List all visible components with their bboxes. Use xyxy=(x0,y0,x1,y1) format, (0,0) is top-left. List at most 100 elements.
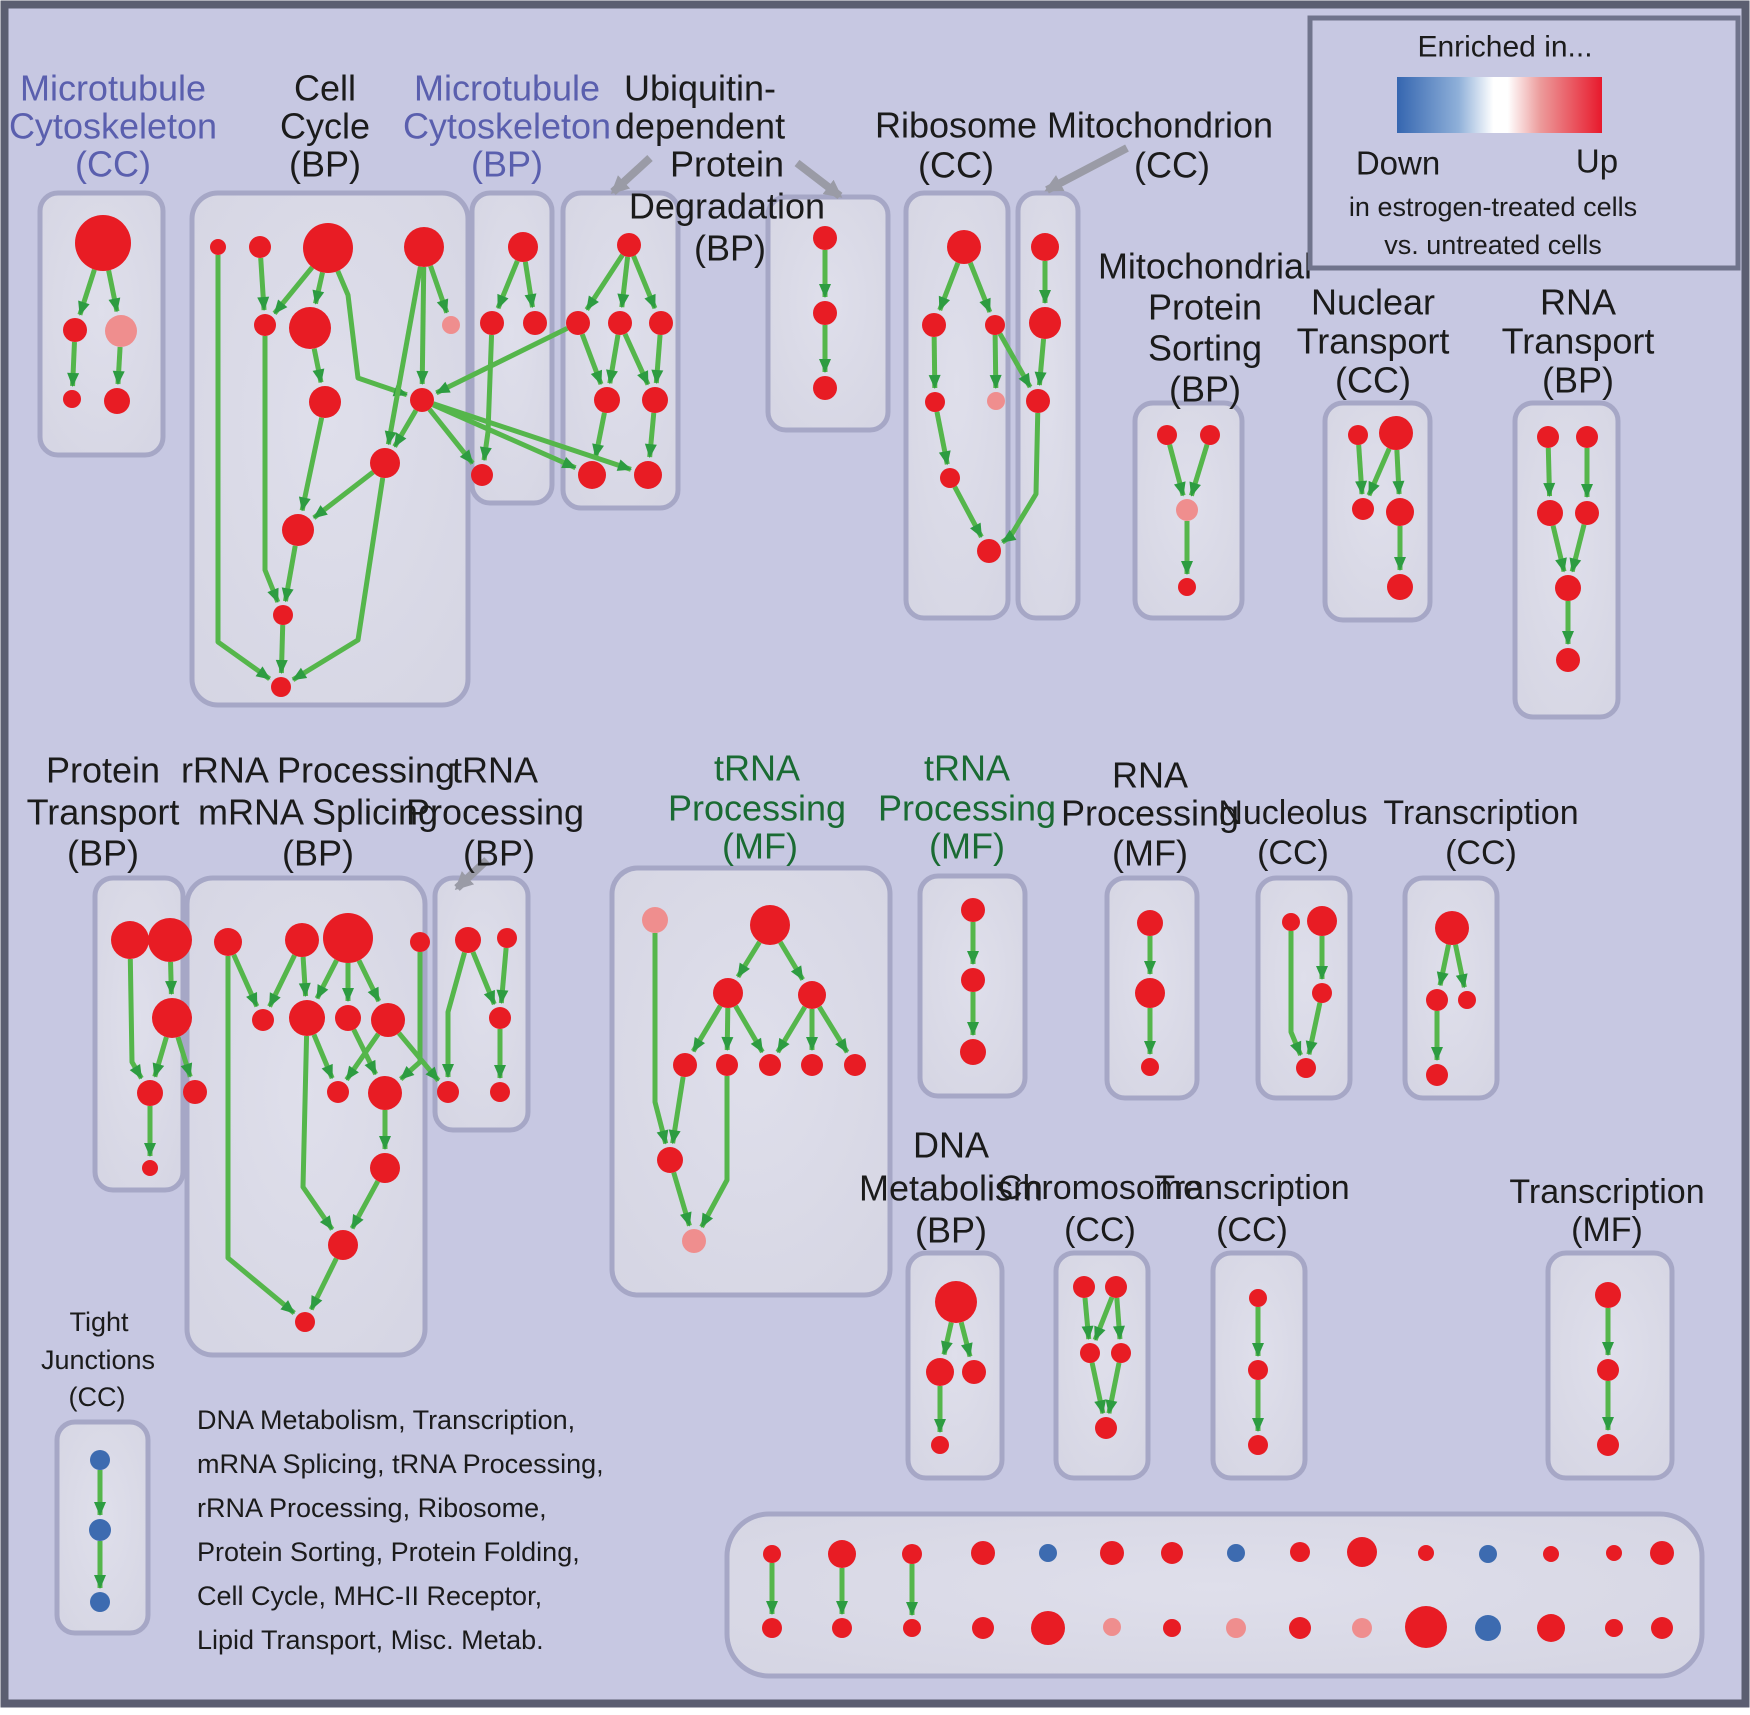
go-term-node-up xyxy=(801,1054,823,1076)
go-term-node-up xyxy=(1163,1619,1181,1637)
go-term-node-down xyxy=(1475,1615,1501,1641)
go-term-node-up xyxy=(271,677,291,697)
edge-mitochondrial-protein-sorting xyxy=(1189,443,1210,497)
misc-categories-text-line: Protein Sorting, Protein Folding, xyxy=(197,1537,580,1567)
go-term-node-up xyxy=(1135,978,1165,1008)
cluster-label-trna-processing-bp: (BP) xyxy=(463,833,535,874)
edge-rrna-mrna xyxy=(300,1035,335,1231)
edge-ubiquitin-degradation-1 xyxy=(651,334,664,385)
go-term-node-up xyxy=(370,1153,400,1183)
edge-chromosome xyxy=(1092,1296,1115,1341)
edge-cell-cycle xyxy=(272,265,315,315)
go-term-node-up xyxy=(940,468,960,488)
cluster-label-trna-processing-mf-small: tRNA xyxy=(924,748,1010,789)
cluster-label-microtubule-cytoskeleton-cc: Cytoskeleton xyxy=(9,106,217,147)
cluster-label-trna-processing-mf-small: Processing xyxy=(878,788,1056,829)
legend-box xyxy=(1307,15,1741,271)
go-term-node-weak-up xyxy=(1176,499,1198,521)
label-pointer-arrow xyxy=(610,155,653,195)
cluster-label-transcription-cc-mid: Transcription xyxy=(1383,794,1578,832)
cluster-label-transcription-mf: Transcription xyxy=(1509,1173,1704,1211)
go-term-node-up xyxy=(1029,307,1061,339)
go-term-node-up xyxy=(961,968,985,992)
cluster-label-cell-cycle-bp: Cycle xyxy=(280,106,370,147)
edge-transcription-cc-mid xyxy=(1453,944,1468,989)
go-term-node-up xyxy=(480,311,504,335)
go-term-node-up xyxy=(902,1544,922,1564)
cluster-label-dna-metabolism-bp: Metabolism xyxy=(859,1168,1043,1209)
go-term-node-up xyxy=(1157,425,1177,445)
edge-rrna-mrna xyxy=(308,1257,339,1311)
edge-rrna-mrna xyxy=(298,956,311,998)
go-term-node-up xyxy=(922,313,946,337)
edge-microtubule-cc xyxy=(112,346,125,386)
go-term-node-up xyxy=(750,905,790,945)
edge-cell-cycle xyxy=(335,270,408,398)
cluster-label-protein-transport-bp: Protein xyxy=(46,750,160,791)
go-term-node-up xyxy=(285,923,319,957)
go-term-node-up xyxy=(1290,1542,1310,1562)
edge-chromosome xyxy=(1105,1362,1122,1415)
cluster-label-rna-processing-mf: (MF) xyxy=(1112,833,1188,874)
go-term-node-up xyxy=(1248,1435,1268,1455)
cluster-label-nucleolus-cc: Nucleolus xyxy=(1218,794,1367,832)
go-term-node-up xyxy=(309,386,341,418)
cluster-label-dna-metabolism-bp: DNA xyxy=(913,1125,989,1166)
go-term-node-up xyxy=(673,1053,697,1077)
go-term-node-up xyxy=(925,392,945,412)
edge-ubiquitin-degradation-1 xyxy=(631,255,658,310)
edge-trna-mf-large xyxy=(652,933,669,1145)
edge-protein-transport xyxy=(127,958,144,1080)
edge-trna-mf-large xyxy=(778,940,805,981)
go-term-node-up xyxy=(1312,983,1332,1003)
go-term-node-up xyxy=(813,376,837,400)
cross-edge-cell-cycle-to-ubiquitin-degradation-1 xyxy=(431,402,577,471)
go-term-node-up xyxy=(1282,913,1300,931)
cross-edge-ubiquitin-degradation-1-to-cell-cycle xyxy=(435,326,569,396)
go-term-node-up xyxy=(1435,911,1469,945)
annotation-arrows xyxy=(454,144,1129,891)
go-term-node-up xyxy=(1026,389,1050,413)
label-pointer-arrow xyxy=(1044,144,1129,194)
go-term-node-up xyxy=(328,1230,358,1260)
go-term-node-up xyxy=(75,215,131,271)
misc-categories-text-line: rRNA Processing, Ribosome, xyxy=(197,1493,547,1523)
cluster-label-transcription-mf: (MF) xyxy=(1571,1211,1643,1249)
go-term-node-weak-up xyxy=(442,316,460,334)
go-term-node-up xyxy=(63,318,87,342)
cross-edge-cell-cycle-to-microtubule-bp xyxy=(427,407,475,465)
go-term-node-up xyxy=(1307,906,1337,936)
cluster-label-microtubule-cytoskeleton-bp: Cytoskeleton xyxy=(403,106,611,147)
go-term-node-up xyxy=(410,388,434,412)
cluster-box-transcription-cc-mid xyxy=(1402,875,1500,1101)
go-term-node-up xyxy=(404,227,444,267)
go-term-node-up xyxy=(657,1147,683,1173)
cluster-label-trna-processing-mf-large: tRNA xyxy=(714,748,800,789)
go-term-node-up xyxy=(828,1540,856,1568)
cluster-label-transcription-cc-bottom: Transcription xyxy=(1154,1169,1349,1207)
go-term-node-up xyxy=(252,1009,274,1031)
go-term-node-down xyxy=(90,1592,110,1612)
go-term-node-up xyxy=(142,1160,158,1176)
cluster-box-trna-mf-large xyxy=(609,865,893,1298)
legend: Enriched in... Down Up in estrogen-treated … xyxy=(1307,15,1741,271)
go-term-node-up xyxy=(578,461,606,489)
cluster-label-protein-transport-bp: (BP) xyxy=(67,833,139,874)
go-term-node-up xyxy=(1537,500,1563,526)
edge-trna-mf-large xyxy=(691,1004,723,1053)
cluster-label-ribosome-cc: Ribosome xyxy=(875,105,1037,146)
edge-trna-bp xyxy=(442,951,467,1078)
go-term-node-up xyxy=(1606,1545,1622,1561)
go-term-node-up xyxy=(471,464,493,486)
edge-dna-metabolism xyxy=(958,1321,973,1358)
edge-mitochondrion xyxy=(1034,338,1047,387)
go-term-node-up xyxy=(960,1039,986,1065)
go-term-node-up xyxy=(617,233,641,257)
go-term-node-down xyxy=(1479,1545,1497,1563)
go-term-node-up xyxy=(1426,1064,1448,1086)
network-nodes xyxy=(63,215,1674,1648)
cluster-label-cell-cycle-bp: (BP) xyxy=(289,144,361,185)
cluster-label-microtubule-cytoskeleton-bp: (BP) xyxy=(471,144,543,185)
edge-ubiquitin-degradation-1 xyxy=(579,333,604,386)
